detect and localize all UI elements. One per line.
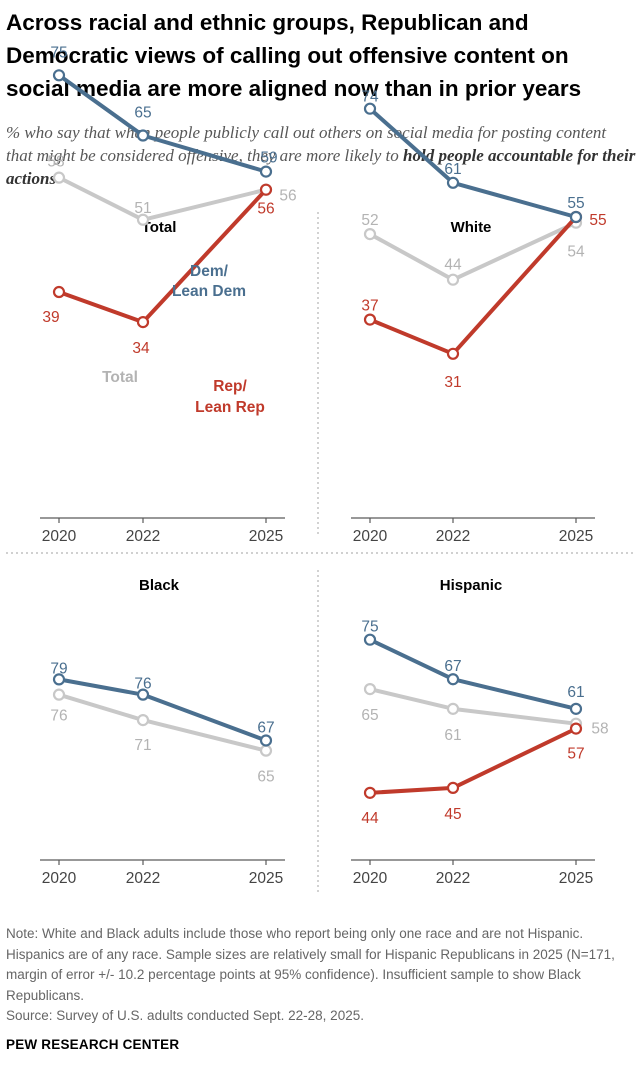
point-hispanic-dem-2022 <box>446 673 460 686</box>
chart-note: Note: White and Black adults include tho… <box>6 926 615 1003</box>
point-hispanic-dem-2025 <box>569 702 583 715</box>
point-white-dem-2022 <box>446 176 460 189</box>
data-label-hispanic-dem-2020: 75 <box>361 619 378 636</box>
data-label-hispanic-total-2022: 61 <box>444 727 461 744</box>
data-label-total-total-2020: 58 <box>47 154 64 171</box>
chart-title: Across racial and ethnic groups, Republi… <box>6 10 582 101</box>
x-tick-label-black-2022: 2022 <box>126 870 160 887</box>
data-label-hispanic-rep-2025: 57 <box>567 746 584 763</box>
point-total-total-2020 <box>52 171 66 184</box>
point-total-dem-2022 <box>136 129 150 142</box>
series-line-total-total <box>57 175 268 222</box>
data-label-white-dem-2020: 74 <box>361 89 379 106</box>
data-label-total-rep-2022: 34 <box>132 340 150 357</box>
series-line-total-rep <box>57 187 268 325</box>
point-hispanic-total-2022 <box>446 702 460 715</box>
point-total-total-2022 <box>136 213 150 226</box>
panel-title-black: Black <box>139 577 180 594</box>
data-label-total-rep-2020: 39 <box>42 309 59 326</box>
data-label-total-total-2022: 51 <box>134 200 151 217</box>
series-line-hispanic-rep <box>368 726 578 795</box>
point-white-dem-2020 <box>363 102 377 115</box>
point-hispanic-rep-2025 <box>569 722 583 735</box>
data-label-white-total-2020: 52 <box>361 212 378 229</box>
point-white-rep-2022 <box>446 347 460 360</box>
series-line-black-dem <box>57 677 268 743</box>
point-white-dem-2025 <box>569 210 583 224</box>
subtitle-emphasis: hold people accountable for their action… <box>6 146 636 188</box>
point-white-total-2022 <box>446 273 460 286</box>
data-label-hispanic-total-2025: 58 <box>591 721 608 738</box>
series-label-rep-line2: Lean Rep <box>195 399 265 416</box>
data-label-total-rep-2025: 56 <box>257 201 274 218</box>
x-tick-label-total-2020: 2020 <box>42 528 77 545</box>
point-white-rep-2020 <box>363 313 377 326</box>
panel-title-hispanic: Hispanic <box>440 577 503 594</box>
point-total-rep-2020 <box>52 285 66 299</box>
point-hispanic-rep-2020 <box>363 786 377 799</box>
x-tick-label-white-2020: 2020 <box>353 528 388 545</box>
data-label-white-total-2025: 54 <box>567 244 585 261</box>
panel-title-white: White <box>451 219 492 236</box>
data-label-black-dem-2025: 67 <box>257 719 274 736</box>
x-tick-label-hispanic-2025: 2025 <box>559 870 593 887</box>
data-label-black-total-2025: 65 <box>257 769 274 786</box>
point-white-total-2020 <box>363 228 377 241</box>
x-tick-label-hispanic-2020: 2020 <box>353 870 388 887</box>
data-label-white-rep-2020: 37 <box>361 298 378 315</box>
x-tick-label-black-2020: 2020 <box>42 870 77 887</box>
series-line-hispanic-total <box>368 687 578 726</box>
series-line-white-dem <box>368 106 578 219</box>
chart-source: Source: Survey of U.S. adults conducted … <box>6 1008 364 1023</box>
point-black-total-2020 <box>52 688 66 701</box>
x-tick-label-total-2025: 2025 <box>249 528 283 545</box>
data-label-black-total-2022: 71 <box>134 737 151 754</box>
point-total-rep-2022 <box>136 316 150 329</box>
series-label-rep-line1: Rep/ <box>213 378 247 395</box>
series-label-dem-line2: Lean Dem <box>172 283 246 300</box>
data-label-black-total-2020: 76 <box>50 708 67 725</box>
x-tick-label-black-2025: 2025 <box>249 870 283 887</box>
point-black-dem-2025 <box>259 734 273 747</box>
data-label-black-dem-2020: 79 <box>50 660 67 677</box>
series-label-total: Total <box>102 369 138 386</box>
point-black-dem-2022 <box>136 688 150 701</box>
x-tick-label-total-2022: 2022 <box>126 528 160 545</box>
data-label-white-rep-2025: 55 <box>589 212 606 229</box>
data-label-total-total-2025: 56 <box>279 188 296 205</box>
data-label-total-dem-2022: 65 <box>134 105 151 122</box>
series-line-total-dem <box>57 73 268 174</box>
point-black-dem-2020 <box>52 673 66 686</box>
data-label-black-dem-2022: 76 <box>134 676 151 693</box>
x-tick-label-white-2025: 2025 <box>559 528 593 545</box>
point-total-dem-2020 <box>52 69 66 82</box>
brand-logo-text: PEW RESEARCH CENTER <box>6 1037 180 1052</box>
point-black-total-2022 <box>136 714 150 727</box>
point-hispanic-dem-2020 <box>363 633 377 646</box>
point-hispanic-total-2020 <box>363 682 377 696</box>
data-label-hispanic-rep-2022: 45 <box>444 806 461 823</box>
series-label-dem-line1: Dem/ <box>190 263 229 280</box>
point-total-rep-2025 <box>259 183 273 196</box>
data-label-hispanic-rep-2020: 44 <box>361 810 379 827</box>
point-black-total-2025 <box>259 744 273 757</box>
data-label-white-rep-2022: 31 <box>444 374 461 391</box>
data-label-hispanic-dem-2022: 67 <box>444 658 461 675</box>
data-label-hispanic-total-2020: 65 <box>361 707 378 724</box>
data-label-white-total-2022: 44 <box>444 257 462 274</box>
x-tick-label-white-2022: 2022 <box>436 528 470 545</box>
data-label-total-dem-2020: 75 <box>50 44 67 61</box>
panel-title-total: Total <box>142 219 177 236</box>
x-tick-label-hispanic-2022: 2022 <box>436 870 470 887</box>
data-label-white-dem-2022: 61 <box>444 161 461 178</box>
point-hispanic-rep-2022 <box>446 781 460 795</box>
data-label-hispanic-dem-2025: 61 <box>567 684 584 701</box>
data-label-white-dem-2025: 55 <box>567 195 584 212</box>
point-total-dem-2025 <box>259 165 273 178</box>
data-label-total-dem-2025: 59 <box>260 150 277 167</box>
